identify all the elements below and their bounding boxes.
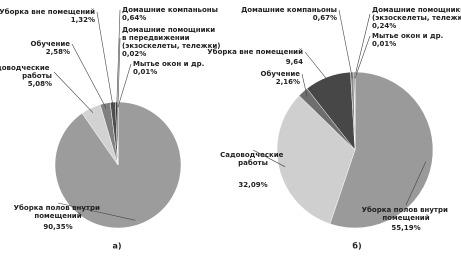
leader-line [53,71,94,113]
value-label: 0,01% [133,68,157,76]
leader-line [354,13,371,79]
value-label: 1,32% [71,16,95,24]
slice-label: Домашние помощники в передвижении (экзос… [122,26,220,50]
value-label: 2,58% [46,48,70,56]
leader-line [116,9,121,108]
value-label: 0,02% [122,50,146,58]
value-label: 0,24% [372,22,396,30]
leader-line [71,43,107,109]
leader-line [96,11,114,108]
leader-line [405,161,427,206]
chart-caption: б) [352,241,361,251]
leader-line [304,51,330,84]
slice-label: Домашние компаньоны [122,6,218,14]
value-label: 0,67% [313,14,337,22]
value-label: 0,64% [122,14,146,22]
value-label: 90,35% [43,223,72,231]
pie-slice [329,71,434,229]
value-label: 32,09% [238,181,267,189]
value-label: 55,19% [391,224,420,232]
slice-label: Обучение [261,70,301,78]
slice-label: Домашние компаньоны [241,6,337,14]
leader-line [57,202,136,221]
slice-label: Садоводческие работы [0,64,52,80]
slice-label: Мытье окон и др. [372,32,443,40]
slice-label: Садоводческие работы [220,151,286,167]
value-label: 5,08% [28,80,52,88]
pie-slice [276,95,356,225]
slice-label: Мытье окон и др. [133,60,204,68]
leader-line [117,37,121,108]
leader-line [252,149,286,168]
chart-caption: а) [112,242,121,251]
slice-label: Уборка полов внутри помещений [14,204,103,220]
leader-line [354,35,371,79]
value-label: 9,64 [286,58,303,66]
slice-label: Уборка полов внутри помещений [362,206,451,222]
value-label: 0,01% [372,40,396,48]
slice-label: Уборка вне помещений [207,48,303,56]
value-label: 2,16% [276,78,300,86]
leader-line [338,9,353,79]
slice-label: Уборка вне помещений [0,8,95,16]
slice-label: Обучение [31,40,71,48]
slice-label: Домашние помощники (экзоскелеты, тележки… [372,6,461,22]
leader-line [117,63,132,108]
leader-line [301,73,308,97]
